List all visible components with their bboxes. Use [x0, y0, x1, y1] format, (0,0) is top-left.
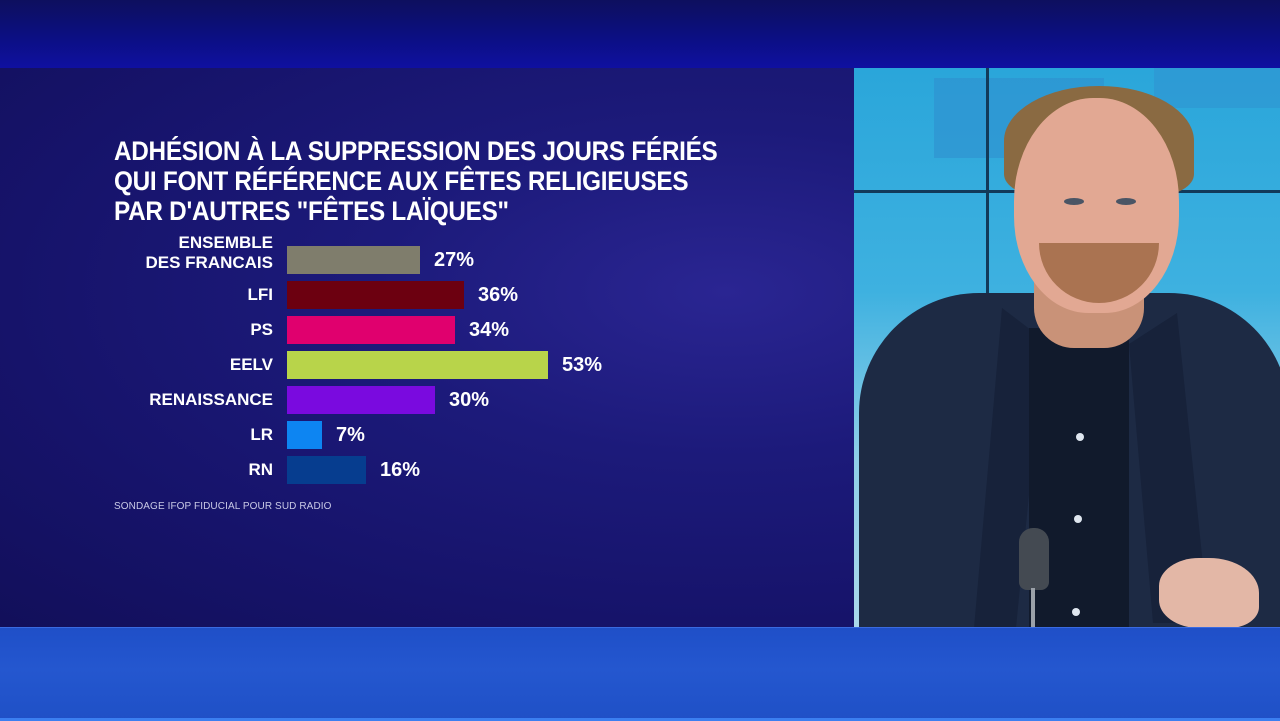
bar-category-label-line: RENAISSANCE	[149, 390, 273, 409]
chart-panel	[0, 68, 854, 627]
bar-row: ENSEMBLE DES FRANCAIS 27%	[0, 233, 854, 276]
microphone-icon	[1019, 528, 1049, 590]
bar	[287, 456, 366, 484]
bar-category-label: PS	[0, 320, 273, 340]
bar-category-label-line: DES FRANCAIS	[145, 253, 273, 272]
top-broadcast-band	[0, 0, 1280, 68]
bar-category-label-line: RN	[248, 460, 273, 479]
guest-eye	[1116, 198, 1136, 205]
video-feed-guest	[854, 68, 1280, 627]
studio-wall-panel	[1154, 68, 1280, 108]
bar-category-label-line: ENSEMBLE	[178, 233, 273, 252]
bar	[287, 421, 322, 449]
studio-wall-frame	[986, 68, 989, 298]
guest-eye	[1064, 198, 1084, 205]
bar-category-label: RENAISSANCE	[0, 390, 273, 410]
title-line-1: ADHÉSION À LA SUPPRESSION DES JOURS FÉRI…	[114, 136, 718, 166]
bar-value-label: 34%	[469, 319, 510, 341]
bar	[287, 351, 548, 379]
bar	[287, 281, 464, 309]
shirt-button	[1072, 608, 1080, 616]
source-note: SONDAGE IFOP FIDUCIAL POUR SUD RADIO	[114, 501, 332, 512]
chart-title: ADHÉSION À LA SUPPRESSION DES JOURS FÉRI…	[114, 136, 762, 226]
bar	[287, 316, 455, 344]
bottom-broadcast-band	[0, 627, 1280, 721]
bar-row: EELV 53%	[0, 351, 854, 381]
bar-value-label: 30%	[449, 389, 490, 411]
bar-category-label: RN	[0, 460, 273, 480]
bar-value-label: 16%	[380, 459, 421, 481]
bar-row: RN 16%	[0, 456, 854, 486]
bar-row: LFI 36%	[0, 281, 854, 311]
bar-value-label: 7%	[336, 424, 365, 446]
bar-category-label: EELV	[0, 355, 273, 375]
bar-row: RENAISSANCE 30%	[0, 386, 854, 416]
bar-row: LR 7%	[0, 421, 854, 451]
title-line-3: PAR D'AUTRES "FÊTES LAÏQUES"	[114, 196, 509, 226]
bar-category-label-line: LR	[250, 425, 273, 444]
bar-category-label-line: LFI	[247, 285, 274, 304]
bar-value-label: 27%	[434, 249, 475, 271]
bar-category-label: LFI	[0, 285, 274, 305]
shirt-button	[1076, 433, 1084, 441]
bar-category-label-line: EELV	[229, 355, 273, 374]
bar-category-label: ENSEMBLE DES FRANCAIS	[0, 233, 273, 273]
guest-hand	[1159, 558, 1259, 627]
bar-category-label-line: PS	[250, 320, 273, 339]
title-line-2: QUI FONT RÉFÉRENCE AUX FÊTES RELIGIEUSES	[114, 166, 689, 196]
microphone-stand	[1031, 588, 1035, 627]
bar-value-label: 53%	[562, 354, 603, 376]
bar	[287, 246, 420, 274]
bar	[287, 386, 435, 414]
bar-row: PS 34%	[0, 316, 854, 346]
shirt-button	[1074, 515, 1082, 523]
bar-value-label: 36%	[478, 284, 519, 306]
bar-category-label: LR	[0, 425, 273, 445]
